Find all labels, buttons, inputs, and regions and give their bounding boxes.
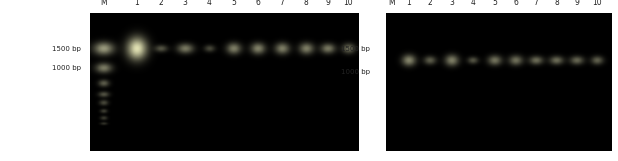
Text: 9: 9 bbox=[574, 0, 579, 7]
Text: 1: 1 bbox=[407, 0, 411, 7]
Text: 4: 4 bbox=[471, 0, 475, 7]
Text: 2: 2 bbox=[158, 0, 163, 7]
Text: 4: 4 bbox=[207, 0, 212, 7]
Text: 6: 6 bbox=[514, 0, 519, 7]
Text: 1000 bp: 1000 bp bbox=[52, 65, 81, 71]
Text: 9: 9 bbox=[325, 0, 330, 7]
Text: M: M bbox=[101, 0, 107, 7]
Text: 5: 5 bbox=[492, 0, 497, 7]
Text: 10: 10 bbox=[343, 0, 352, 7]
Text: 1500 bp: 1500 bp bbox=[52, 46, 81, 52]
Text: M: M bbox=[389, 0, 395, 7]
Text: 1500 bp: 1500 bp bbox=[341, 46, 370, 52]
Text: 8: 8 bbox=[303, 0, 308, 7]
Text: 3: 3 bbox=[182, 0, 187, 7]
Text: 10: 10 bbox=[592, 0, 602, 7]
Text: 1000 bp: 1000 bp bbox=[341, 69, 370, 75]
Text: 2: 2 bbox=[428, 0, 433, 7]
Text: 6: 6 bbox=[255, 0, 260, 7]
Text: 8: 8 bbox=[554, 0, 559, 7]
Text: 7: 7 bbox=[534, 0, 539, 7]
Text: 3: 3 bbox=[449, 0, 454, 7]
Text: 5: 5 bbox=[231, 0, 236, 7]
Text: 7: 7 bbox=[279, 0, 284, 7]
Text: 1: 1 bbox=[134, 0, 139, 7]
